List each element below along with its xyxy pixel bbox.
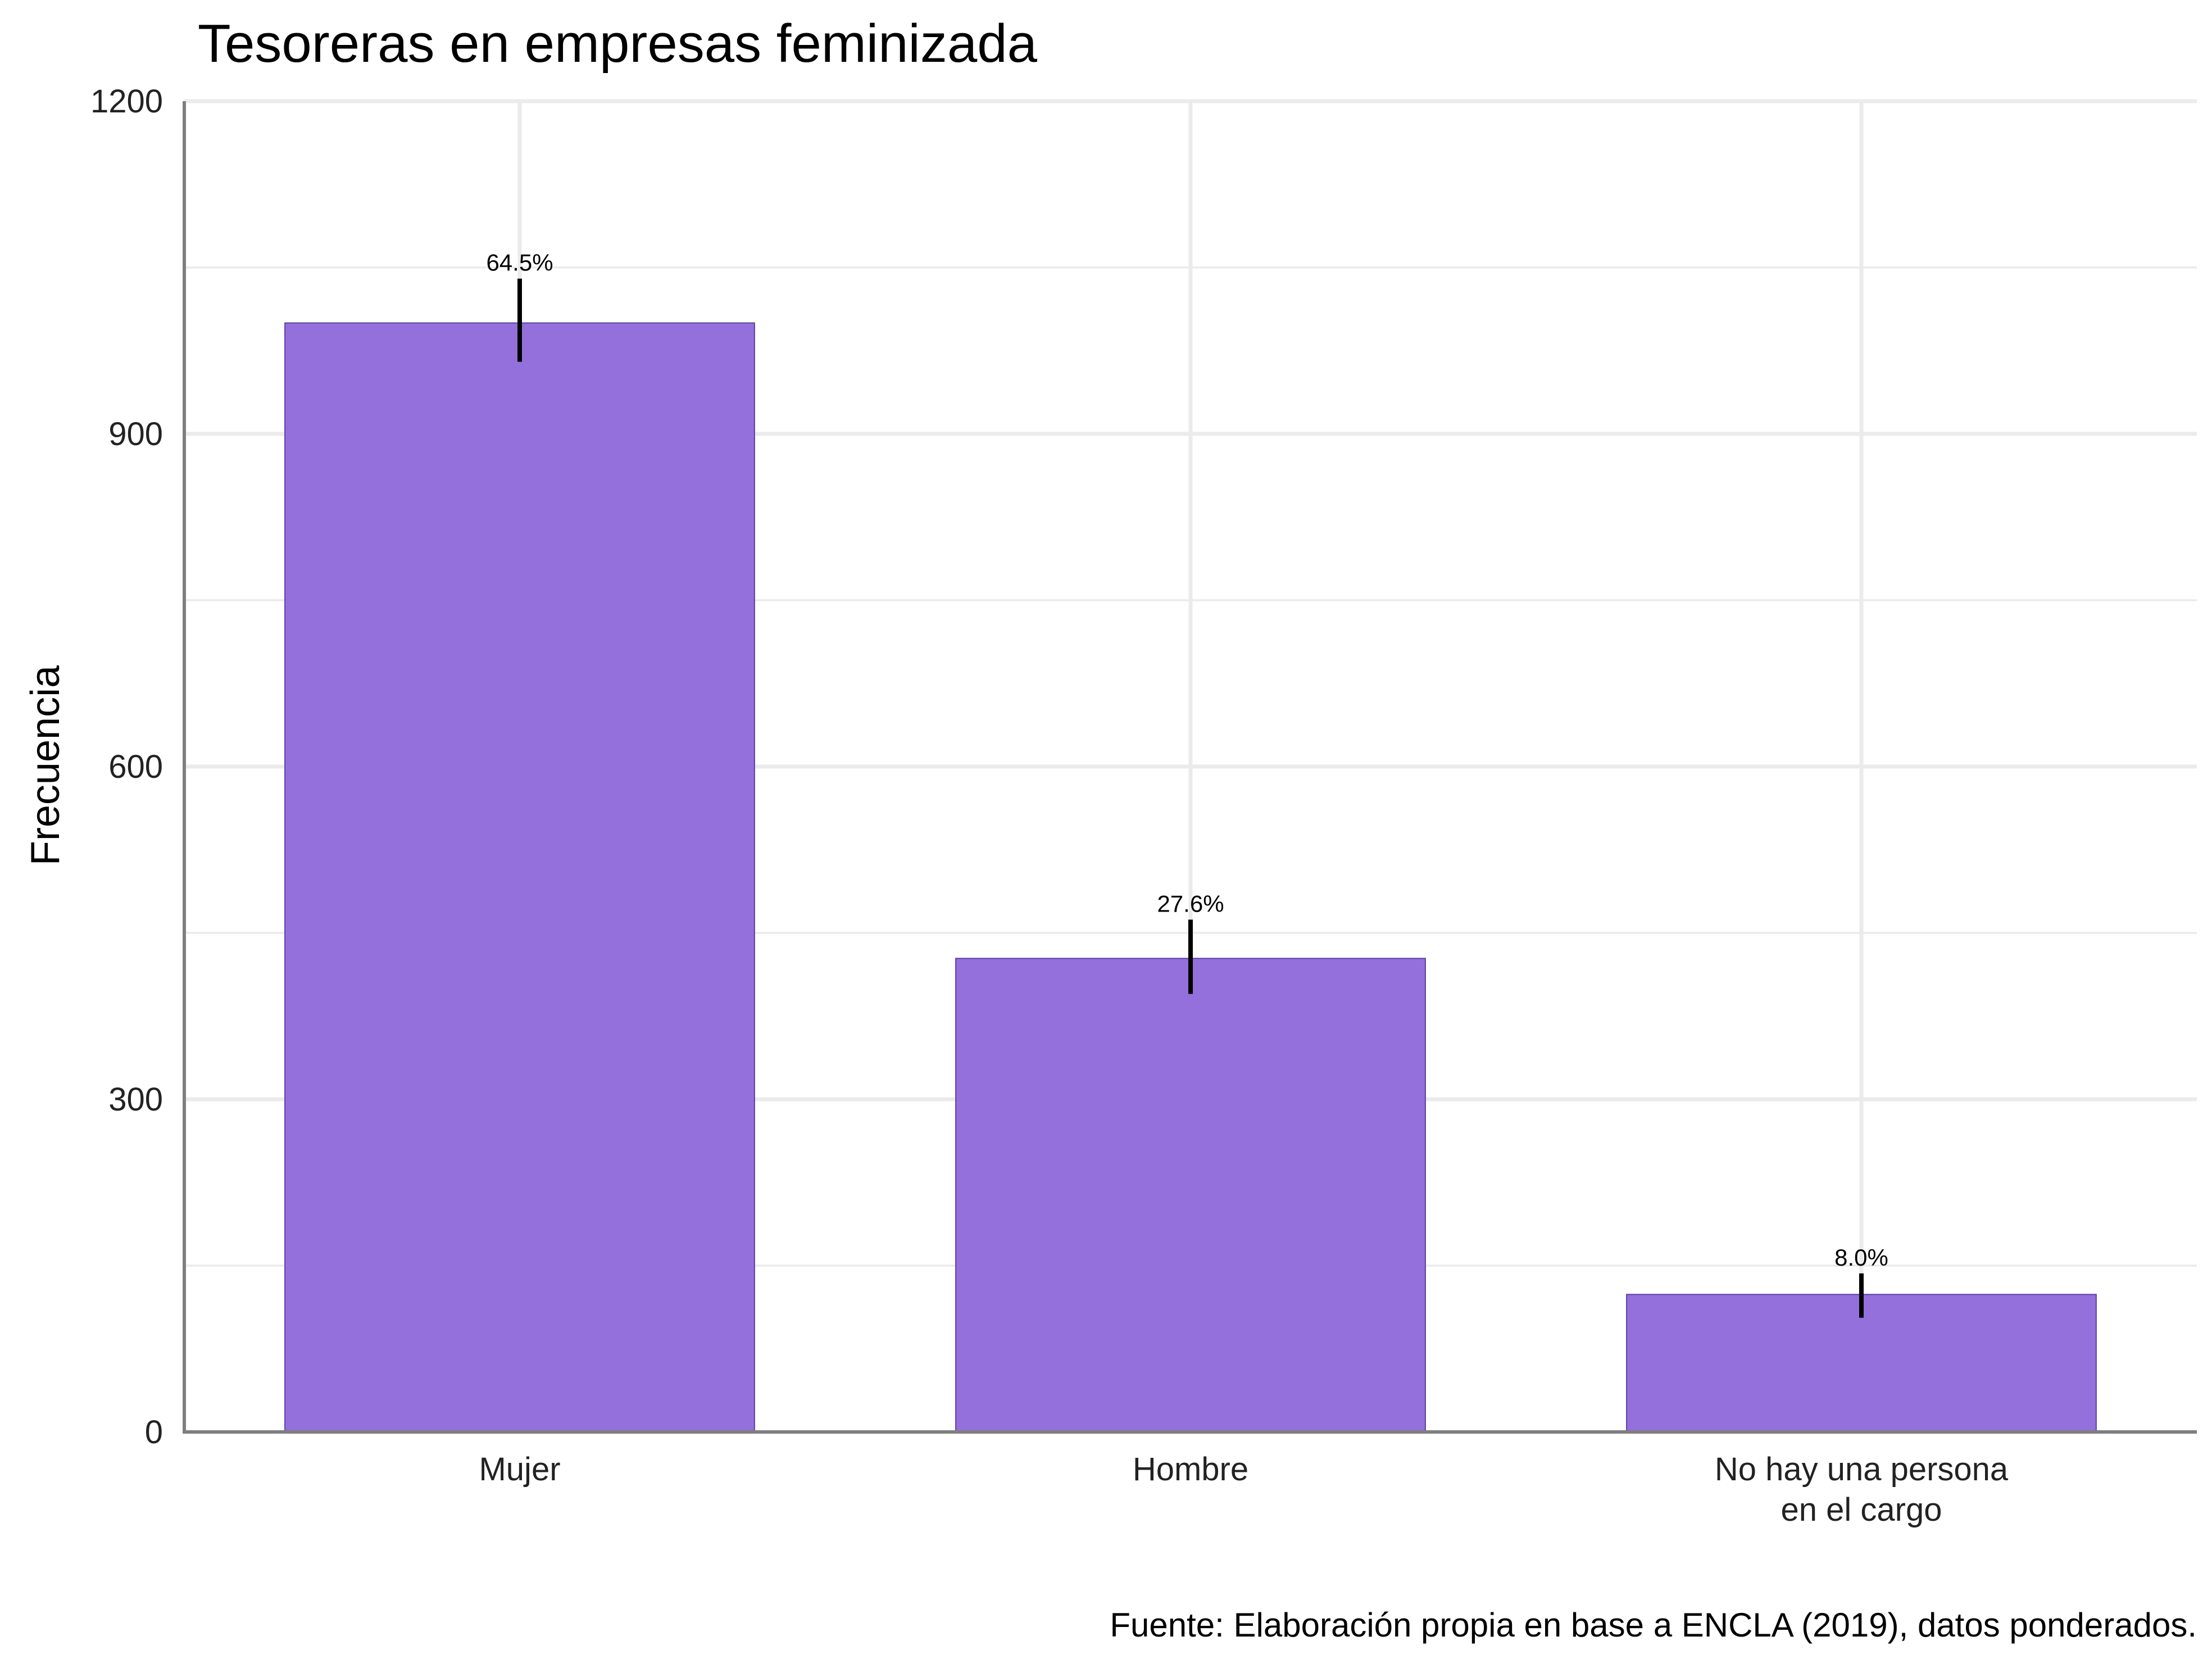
y-tick-label: 1200 [90, 83, 163, 120]
bars [284, 322, 2097, 1433]
y-tick-label: 0 [145, 1414, 163, 1451]
x-tick-label: en el cargo [1781, 1492, 1942, 1528]
error-bars [517, 278, 1864, 1318]
bar-0 [284, 322, 755, 1433]
data-label: 8.0% [1834, 1244, 1888, 1271]
x-tick-label: No hay una persona [1715, 1451, 2009, 1488]
chart-title: Tesoreras en empresas feminizada [198, 13, 1038, 74]
x-tick-label: Hombre [1133, 1451, 1248, 1488]
y-tick-label: 600 [108, 749, 163, 785]
axes [183, 101, 2197, 1434]
bar-1 [955, 958, 1426, 1433]
x-tick-labels: Mujer Hombre No hay una persona en el cargo [479, 1451, 2008, 1528]
chart-caption: Fuente: Elaboración propia en base a ENC… [1110, 1606, 2197, 1644]
data-label: 27.6% [1157, 890, 1224, 917]
y-axis-title: Frecuencia [23, 665, 68, 865]
data-label: 64.5% [486, 250, 553, 276]
x-tick-label: Mujer [479, 1451, 560, 1488]
y-tick-labels: 0 300 600 900 1200 [90, 83, 163, 1451]
y-tick-label: 900 [108, 416, 163, 452]
data-labels: 64.5% 27.6% 8.0% [486, 250, 1888, 1271]
y-tick-label: 300 [108, 1081, 163, 1118]
